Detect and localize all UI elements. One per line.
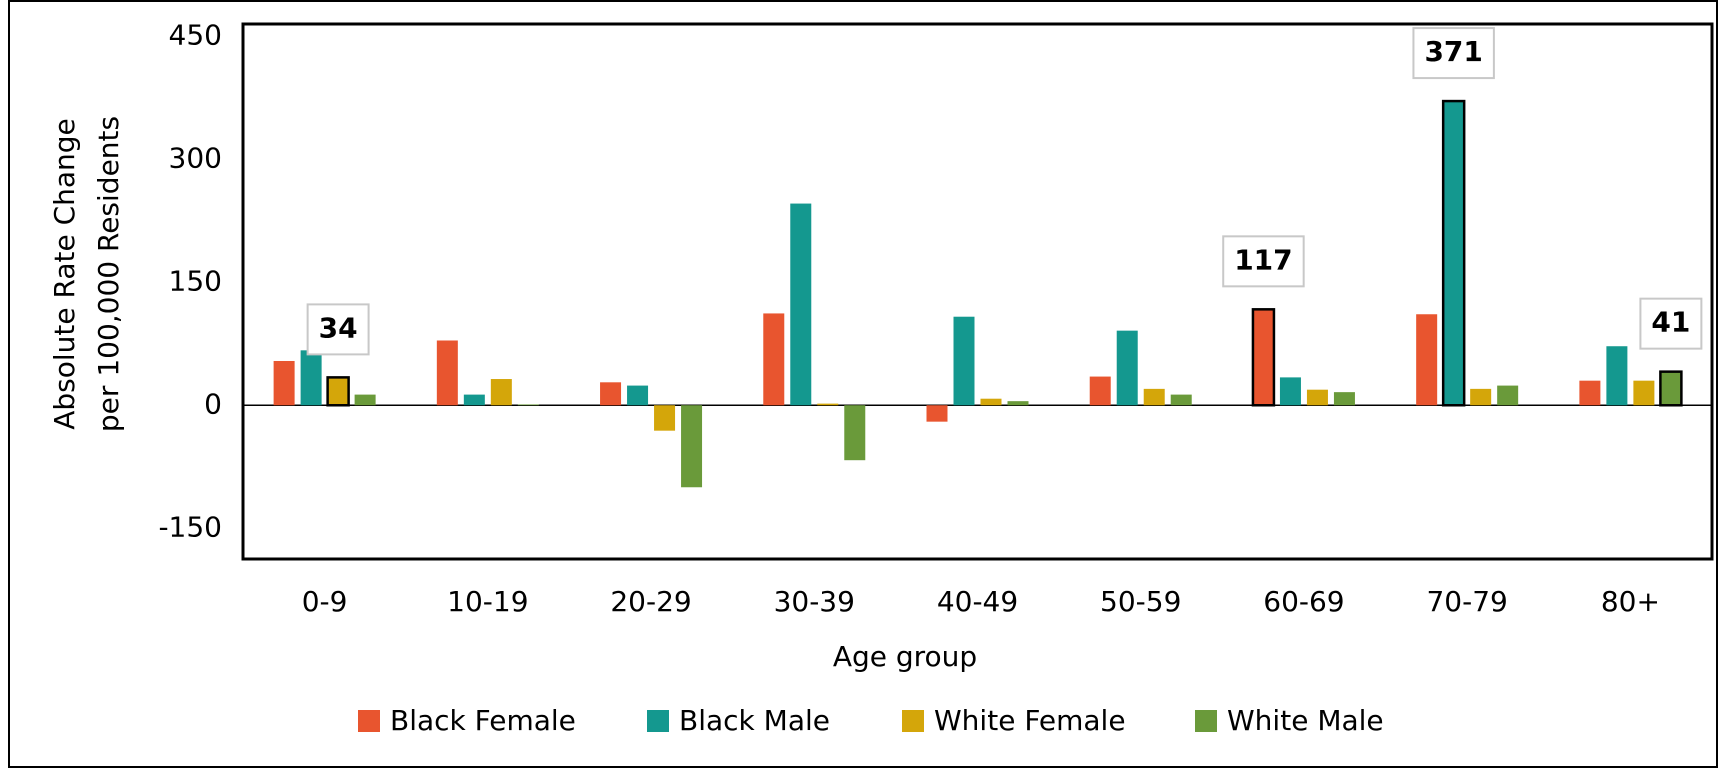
bar: [1606, 346, 1628, 406]
bar: [1251, 308, 1276, 407]
x-axis-label: Age group: [833, 640, 977, 673]
x-tick-label: 60-69: [1263, 585, 1344, 618]
bar: [1007, 401, 1029, 406]
data-label-box: [306, 303, 370, 356]
bar: [844, 405, 866, 461]
x-tick-label: 20-29: [610, 585, 691, 618]
bar: [300, 350, 322, 406]
outer-frame: [8, 0, 1718, 768]
y-tick-label: 300: [169, 141, 222, 174]
x-tick-label: 50-59: [1100, 585, 1181, 618]
legend-swatch: [647, 710, 669, 732]
y-tick-label: 450: [169, 18, 222, 51]
y-tick-label: -150: [158, 510, 222, 543]
bar: [1441, 99, 1466, 407]
bar: [490, 379, 512, 406]
bar: [763, 313, 785, 406]
plot-frame: [241, 22, 1714, 561]
legend-label: White Female: [934, 704, 1126, 737]
legend-label: White Male: [1227, 704, 1384, 737]
bar: [654, 405, 676, 431]
bar: [1089, 376, 1111, 406]
x-tick-label: 80+: [1601, 585, 1660, 618]
x-tick-label: 70-79: [1426, 585, 1507, 618]
bar: [926, 405, 948, 422]
y-axis-label-line: per 100,000 Residents: [92, 116, 125, 432]
legend-swatch: [1195, 710, 1217, 732]
bar: [1333, 392, 1355, 406]
bar: [681, 405, 703, 488]
bar: [463, 394, 485, 406]
bar: [273, 360, 295, 406]
data-label-box: [1222, 235, 1305, 288]
x-tick-label: 30-39: [774, 585, 855, 618]
bar: [354, 394, 376, 406]
data-label: 41: [1651, 306, 1690, 339]
y-tick-label: 0: [204, 387, 222, 420]
bar: [1497, 385, 1519, 406]
y-axis-label: Absolute Rate Change per 100,000 Resident…: [48, 116, 125, 432]
bar: [1279, 377, 1301, 406]
bar: [1116, 330, 1138, 406]
bar: [790, 203, 812, 406]
bar: [1659, 370, 1683, 407]
bar: [627, 385, 649, 406]
bar: [1416, 314, 1438, 406]
bar: [1633, 380, 1655, 406]
bar: [1170, 394, 1192, 406]
bar: [1143, 388, 1165, 406]
bar: [980, 398, 1002, 406]
bar: [517, 404, 539, 406]
bar: [436, 340, 458, 406]
data-label-box: [1412, 27, 1495, 80]
y-tick-label: 150: [169, 264, 222, 297]
bar: [817, 403, 839, 406]
data-label: 371: [1424, 35, 1482, 68]
bar: [1306, 389, 1328, 406]
data-label-box: [1639, 297, 1703, 350]
y-axis-label-line: Absolute Rate Change: [48, 118, 81, 430]
bar: [326, 376, 350, 407]
x-tick-label: 40-49: [937, 585, 1018, 618]
data-label: 117: [1234, 243, 1292, 276]
legend-swatch: [902, 710, 924, 732]
bar: [600, 382, 622, 406]
legend-label: Black Female: [390, 704, 576, 737]
x-tick-label: 10-19: [447, 585, 528, 618]
bar: [1470, 388, 1492, 406]
legend-swatch: [358, 710, 380, 732]
x-tick-label: 0-9: [302, 585, 348, 618]
bar: [1579, 380, 1601, 406]
data-label: 34: [319, 311, 358, 344]
legend-label: Black Male: [679, 704, 830, 737]
bar: [953, 316, 975, 406]
